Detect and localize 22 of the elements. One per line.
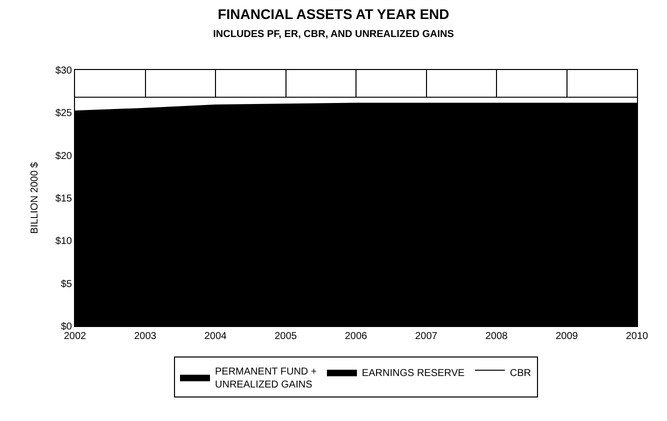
chart-subtitle: INCLUDES PF, ER, CBR, AND UNREALIZED GAINS [213, 29, 454, 40]
y-tick-label: $20 [55, 150, 72, 162]
y-tick-label: $25 [55, 108, 72, 120]
y-tick-label: $15 [55, 194, 72, 204]
x-tick-label: 2006 [344, 331, 368, 342]
x-tick-label: 2008 [485, 331, 508, 342]
chart-title: FINANCIAL ASSETS AT YEAR END [218, 6, 450, 22]
x-tick-label: 2009 [556, 331, 578, 342]
x-tick-label: 2007 [415, 331, 438, 342]
y-tick-label: $0 [60, 322, 72, 332]
legend-label: CBR [510, 368, 532, 380]
y-axis-title: BILLION 2000 $ [29, 162, 40, 234]
y-tick-label: $30 [55, 66, 72, 76]
x-tick-label: 2002 [64, 331, 87, 342]
x-tick-label: 2003 [134, 331, 157, 342]
legend-label: PERMANENT FUND + UNREALIZED GAINS [215, 366, 317, 391]
legend-label: EARNINGS RESERVE [362, 368, 465, 380]
y-tick-label: $5 [60, 278, 72, 290]
y-tick-label: $10 [55, 236, 72, 248]
x-tick-label: 2005 [274, 331, 298, 342]
x-tick-label: 2010 [626, 331, 649, 342]
x-tick-label: 2004 [204, 331, 228, 342]
